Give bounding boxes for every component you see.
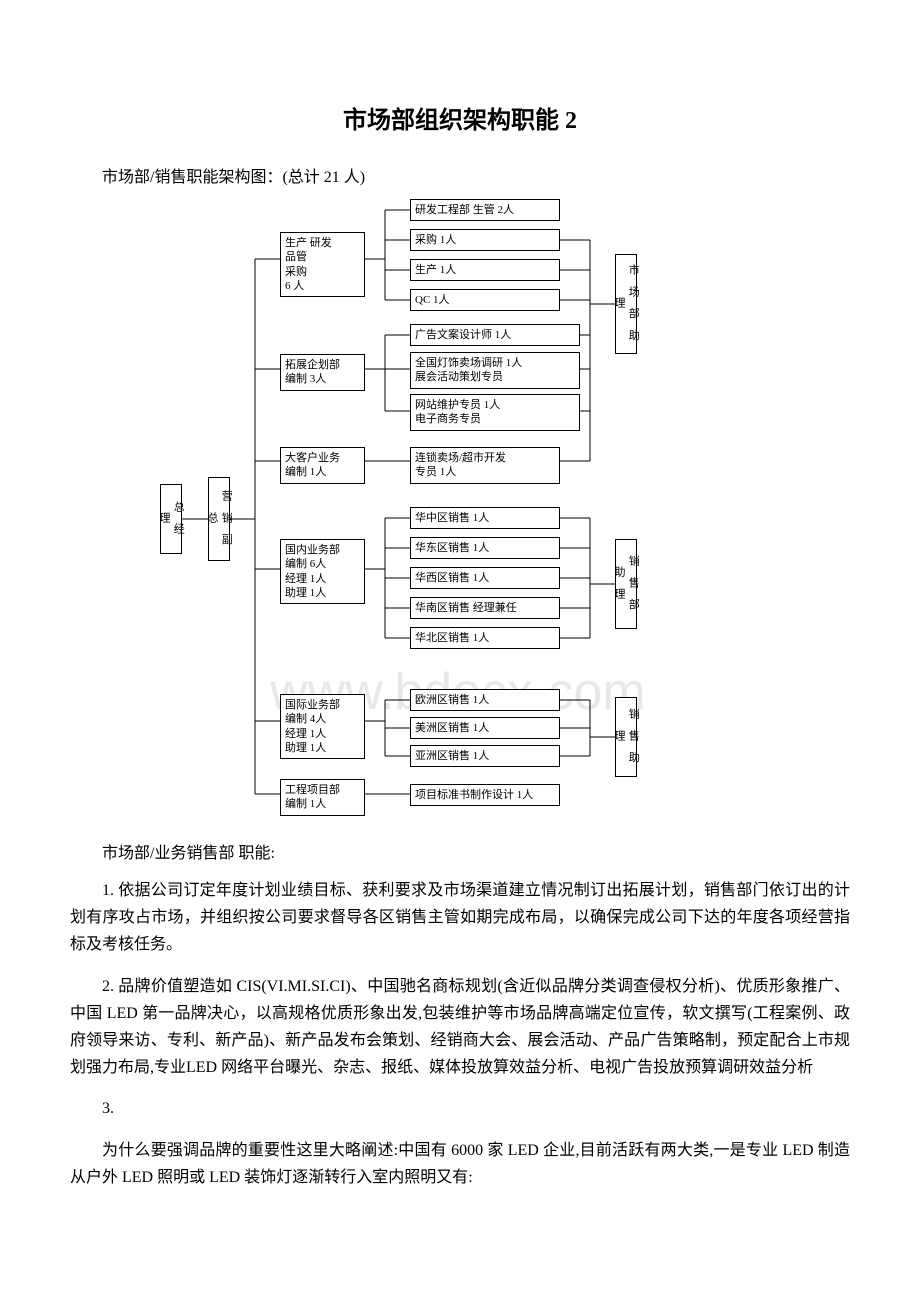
paragraph-1: 1. 依据公司订定年度计划业绩目标、获利要求及市场渠道建立情况制订出拓展计划，销… [70, 877, 850, 959]
node-g5-1: 美洲区销售 1人 [410, 717, 560, 739]
node-g3-0: 连锁卖场/超市开发 专员 1人 [410, 447, 560, 484]
node-market-assist: 市 场 部 助 理 [615, 254, 637, 354]
node-g5-0: 欧洲区销售 1人 [410, 689, 560, 711]
paragraph-2: 2. 品牌价值塑造如 CIS(VI.MI.SI.CI)、中国驰名商标规划(含近似… [70, 973, 850, 1082]
paragraph-4: 为什么要强调品牌的重要性这里大略阐述:中国有 6000 家 LED 企业,目前活… [70, 1137, 850, 1191]
node-g5-2: 亚洲区销售 1人 [410, 745, 560, 767]
org-chart: www.bdocx.com 总 经 理 营 销 副 总 市 场 部 助 理 销 … [160, 199, 760, 819]
node-g2-2: 网站维护专员 1人 电子商务专员 [410, 394, 580, 431]
node-g1-0: 研发工程部 生管 2人 [410, 199, 560, 221]
section-heading: 市场部/业务销售部 职能: [70, 839, 850, 863]
node-sales-help: 销 售 助 理 [615, 697, 637, 777]
node-g1-3: QC 1人 [410, 289, 560, 311]
node-g4-1: 华东区销售 1人 [410, 537, 560, 559]
node-g3-head: 大客户业务 编制 1人 [280, 447, 365, 484]
node-g4-head: 国内业务部 编制 6人 经理 1人 助理 1人 [280, 539, 365, 604]
node-vp: 营 销 副 总 [208, 477, 230, 561]
node-g2-0: 广告文案设计师 1人 [410, 324, 580, 346]
node-g1-2: 生产 1人 [410, 259, 560, 281]
node-g4-3: 华南区销售 经理兼任 [410, 597, 560, 619]
node-g2-1: 全国灯饰卖场调研 1人 展会活动策划专员 [410, 352, 580, 389]
node-g1-1: 采购 1人 [410, 229, 560, 251]
node-sales-assist: 销 售 部 助 理 [615, 539, 637, 629]
node-g5-head: 国际业务部 编制 4人 经理 1人 助理 1人 [280, 694, 365, 759]
page-title: 市场部组织架构职能 2 [70, 100, 850, 135]
node-g4-0: 华中区销售 1人 [410, 507, 560, 529]
node-g6-head: 工程项目部 编制 1人 [280, 779, 365, 816]
node-g1-head: 生产 研发 品管 采购 6 人 [280, 232, 365, 297]
node-g2-head: 拓展企划部 编制 3人 [280, 354, 365, 391]
paragraph-3: 3. [70, 1095, 850, 1122]
node-gm: 总 经 理 [160, 484, 182, 554]
node-g4-2: 华西区销售 1人 [410, 567, 560, 589]
chart-subtitle: 市场部/销售职能架构图：(总计 21 人) [70, 163, 850, 187]
node-g4-4: 华北区销售 1人 [410, 627, 560, 649]
node-g6-0: 项目标准书制作设计 1人 [410, 784, 560, 806]
